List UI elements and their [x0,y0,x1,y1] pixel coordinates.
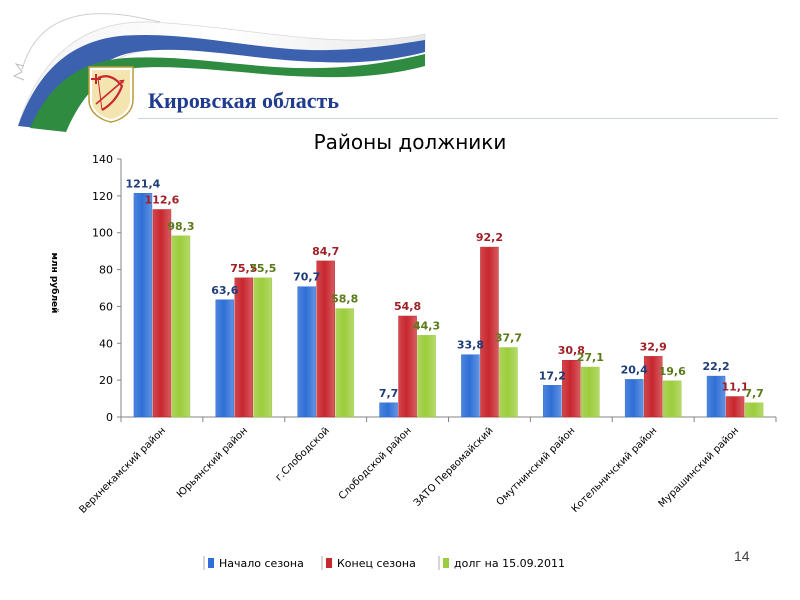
data-label: 63,6 [211,284,238,297]
data-label: 33,8 [457,339,484,352]
legend: Начало сезона Конец сезона долг на 15.09.2… [203,556,565,570]
legend-label: Начало сезона [219,557,304,570]
data-label: 70,7 [293,271,320,284]
bar-3 [581,366,600,418]
coat-of-arms-icon [88,66,134,123]
bar-2 [152,209,172,418]
bar-3 [335,308,354,418]
data-label: 7,7 [379,387,399,400]
slide-number: 14 [734,548,750,564]
bar-3 [417,335,436,418]
bar-1 [215,299,235,418]
data-label: 112,6 [145,193,180,206]
data-label: 44,3 [413,319,440,332]
x-tick-label: Юрьянский район [175,425,250,500]
flag-ribbon-decoration [12,13,426,132]
data-label: 58,8 [331,293,358,306]
chart-title: Районы должники [314,130,507,154]
x-tick-label: Омутнинский район [495,425,578,508]
y-tick-label: 20 [99,374,113,387]
x-tick-label: Верхнекамский район [78,425,169,516]
data-label: 75,5 [249,262,276,275]
bar-3 [253,277,273,418]
bar-3 [744,402,764,418]
legend-swatch [443,558,449,568]
bar-1 [297,286,316,418]
bar-3 [499,347,518,418]
legend-label: долг на 15.09.2011 [454,557,565,570]
x-tick-label: г.Слободской [274,425,332,483]
bar-1 [543,385,562,418]
legend-label: Конец сезона [337,557,416,570]
bar-2 [480,246,499,418]
y-tick-label: 0 [106,411,113,424]
bar-2 [316,260,335,418]
x-tick-labels: Верхнекамский район Юрьянский район г.Слоб… [78,425,742,516]
x-tick-label: Котельничский район [570,425,660,515]
data-label: 11,1 [721,381,748,394]
data-label: 20,4 [621,363,648,376]
data-label: 92,2 [476,231,503,244]
bar-1 [461,354,480,418]
data-labels: 121,4 112,6 98,3 63,6 75,575,5 70,7 84,7 58,8 7,… [126,177,764,400]
data-label: 22,2 [702,360,729,373]
data-label: 75,5 [230,262,257,275]
header-divider [138,118,778,119]
data-label: 37,7 [495,332,522,345]
y-tick-label: 120 [92,190,113,203]
data-label: 7,7 [744,387,764,400]
bar-2 [234,277,254,418]
bar-2 [562,359,581,418]
data-label: 54,8 [394,300,421,313]
bar-2 [725,396,745,418]
legend-swatch [208,558,214,568]
bar-1 [706,375,726,418]
legend-swatch [326,558,332,568]
x-tick-label: ЗАТО Первомайский [412,425,496,509]
data-label: 121,4 [126,177,161,190]
y-tick-label: 60 [99,300,113,313]
bar-1 [624,379,644,418]
bar-1 [379,402,398,418]
data-label: 30,8 [558,344,585,357]
x-tick-label: Мурашинский район [657,425,742,510]
y-axis-title: млн рублей [49,253,60,314]
data-label: 98,3 [167,220,194,233]
y-tick-label: 40 [99,337,113,350]
bar-3 [662,380,682,418]
bar-2 [398,315,417,418]
y-tick-label: 100 [92,227,113,240]
data-label: 27,1 [577,351,604,364]
data-label: 84,7 [312,245,339,258]
y-tick-label: 80 [99,264,113,277]
bar-3 [171,235,191,418]
region-title: Кировская область [148,88,339,113]
data-label: 17,2 [539,369,566,382]
x-tick-label: Слободской район [337,425,414,502]
data-label: 19,6 [659,365,686,378]
data-label: 32,9 [640,340,667,353]
bar-2 [643,356,663,418]
bars [133,193,764,418]
bar-1 [133,193,153,418]
y-tick-label: 140 [92,153,113,166]
